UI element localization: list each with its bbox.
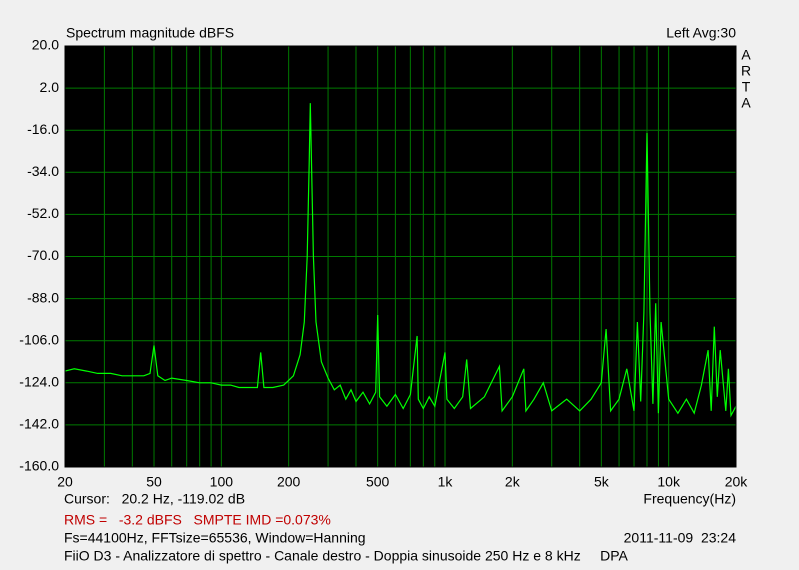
x-tick-label: 20 [57,474,73,490]
x-tick-label: 5k [594,474,610,490]
x-tick-label: 500 [366,474,390,490]
x-tick-label: 2k [505,474,521,490]
y-tick-label: -52.0 [27,205,59,221]
y-tick-label: -34.0 [27,163,59,179]
chart-title: Spectrum magnitude dBFS [66,25,234,41]
y-tick-label: -16.0 [27,121,59,137]
plot-frame [64,45,737,468]
y-tick-label: -160.0 [19,458,59,474]
x-tick-label: 200 [277,474,301,490]
x-tick-label: 100 [210,474,234,490]
x-tick-label: 20k [725,474,749,490]
y-tick-label: -70.0 [27,247,59,263]
y-tick-label: -88.0 [27,289,59,305]
x-tick-label: 10k [657,474,681,490]
y-tick-label: -124.0 [19,374,59,390]
status: Left Avg:30 [666,25,736,41]
brand-letter: T [742,79,751,95]
x-tick-label: 1k [438,474,454,490]
cursor: Cursor: 20.2 Hz, -119.02 dB [64,491,245,507]
settings: Fs=44100Hz, FFTsize=65536, Window=Hannin… [64,530,366,546]
y-tick-label: -142.0 [19,416,59,432]
x-axis-label: Frequency(Hz) [643,491,736,507]
x-tick-label: 50 [146,474,162,490]
spectrum-line [64,103,737,418]
brand-letter: A [741,47,751,63]
timestamp: 2011-11-09 23:24 [624,530,737,546]
brand-letter: A [741,95,751,111]
y-tick-label: 2.0 [40,79,60,95]
y-tick-label: 20.0 [32,37,59,53]
description: FiiO D3 - Analizzatore di spettro - Cana… [64,548,629,564]
brand-letter: R [741,63,751,79]
rms: RMS = -3.2 dBFS SMPTE IMD =0.073% [64,512,331,528]
y-tick-label: -106.0 [19,331,59,347]
